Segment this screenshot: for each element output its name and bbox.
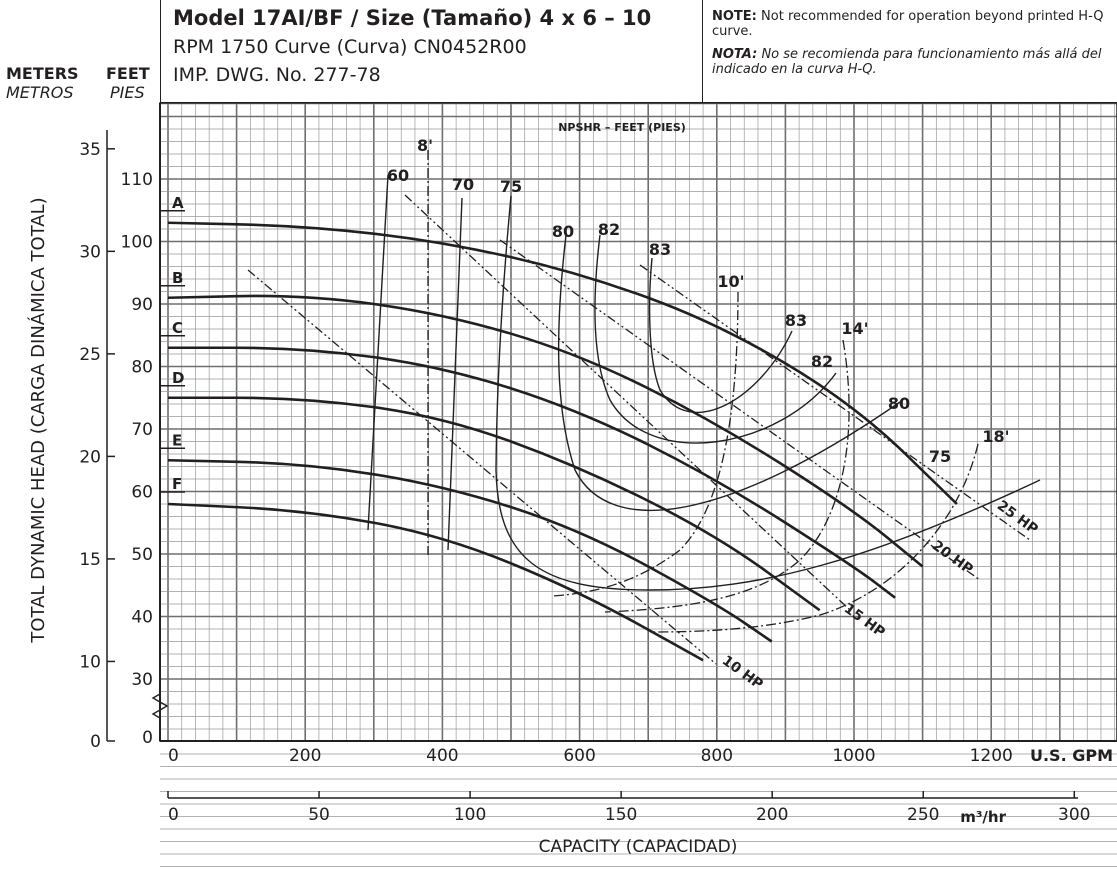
hp-line-10 xyxy=(247,269,717,665)
x-tick-label-gpm: 1000 xyxy=(832,746,875,766)
plot-border xyxy=(159,102,1117,742)
impeller-drawing-line: IMP. DWG. No. 277-78 xyxy=(173,64,381,86)
x-tick-label-gpm: 200 xyxy=(289,746,321,766)
y-tick-label-ft: 50 xyxy=(131,545,153,565)
y-tick-label-m: 30 xyxy=(79,242,101,262)
model-title: Model 17AI/BF / Size (Tamaño) 4 x 6 – 10 xyxy=(173,6,652,30)
x-tick-label-m3: 100 xyxy=(454,805,486,825)
y-tick-label-m: 10 xyxy=(79,652,101,672)
x-tick-label-m3: 0 xyxy=(168,805,179,825)
efficiency-label: 82 xyxy=(811,352,833,371)
y-tick-label-ft: 110 xyxy=(121,170,153,190)
npsh-curve-10 xyxy=(551,291,739,597)
note-es-label: NOTA: xyxy=(712,47,758,62)
curve-label-b: B xyxy=(172,269,183,287)
efficiency-label: 60 xyxy=(387,166,409,185)
x-tick-label-gpm: 600 xyxy=(563,746,595,766)
note-spanish: NOTA: No se recomienda para funcionamien… xyxy=(712,47,1107,77)
npsh-curve-14 xyxy=(604,339,850,613)
efficiency-curve-80 xyxy=(557,234,901,512)
y-tick-label-ft: 0 xyxy=(142,728,153,748)
x-tick-label-m3: 200 xyxy=(756,805,788,825)
efficiency-label: 82 xyxy=(598,220,620,239)
hp-line-20 xyxy=(499,239,981,581)
efficiency-label: 70 xyxy=(452,175,474,194)
y-tick-label-ft: 30 xyxy=(131,670,153,690)
hp-line-15 xyxy=(404,194,851,611)
y-tick-label-m: 0 xyxy=(90,732,101,752)
units-meters: METERS xyxy=(6,64,79,83)
note-english: NOTE: Not recommended for operation beyo… xyxy=(712,9,1107,39)
efficiency-curve-83 xyxy=(648,257,793,413)
efficiency-label: 83 xyxy=(785,311,807,330)
efficiency-curve-82 xyxy=(594,234,837,444)
head-curve-b xyxy=(167,294,924,568)
efficiency-label: 75 xyxy=(929,447,951,466)
head-curve-a xyxy=(167,221,958,505)
x-tick-label-m3: 250 xyxy=(907,805,939,825)
curve-label-d: D xyxy=(172,369,184,387)
head-curve-c xyxy=(168,346,896,599)
hp-label: 20 HP xyxy=(929,538,976,578)
npsh-label: 14' xyxy=(841,319,868,338)
x-tick-label-m3: 50 xyxy=(308,805,330,825)
efficiency-curve-60 xyxy=(367,174,389,531)
efficiency-curve-70 xyxy=(447,197,463,551)
head-curve-d xyxy=(168,396,821,612)
units-metros: METROS xyxy=(6,83,74,102)
x-tick-label-gpm: 0 xyxy=(168,746,179,766)
y-tick-label-ft: 80 xyxy=(131,358,153,378)
npsh-label: 10' xyxy=(717,272,744,291)
y-tick-label-ft: 90 xyxy=(131,295,153,315)
units-feet: FEET xyxy=(106,64,150,83)
y-tick-label-ft: 70 xyxy=(131,420,153,440)
axis-break-icon xyxy=(151,693,169,719)
x-tick-label-gpm: 800 xyxy=(701,746,733,766)
efficiency-label: 75 xyxy=(500,177,522,196)
curve-label-a: A xyxy=(172,194,184,212)
npsh-label: 8' xyxy=(417,136,433,155)
note-en-text: Not recommended for operation beyond pri… xyxy=(712,9,1104,39)
efficiency-label: 83 xyxy=(649,240,671,259)
x-tick-label-m3: 150 xyxy=(605,805,637,825)
hp-label: 15 HP xyxy=(841,601,888,641)
hp-line-25 xyxy=(639,264,1031,541)
y-tick-label-m: 20 xyxy=(79,447,101,467)
efficiency-curve-75 xyxy=(495,195,1041,591)
curve-label-c: C xyxy=(172,319,183,337)
units-pies: PIES xyxy=(110,83,145,102)
y-tick-label-ft: 100 xyxy=(121,233,153,253)
y-tick-label-m: 35 xyxy=(79,140,101,160)
npsh-title: NPSHR – FEET (PIES) xyxy=(558,121,686,134)
hp-label: 10 HP xyxy=(719,653,766,693)
npsh-label: 18' xyxy=(982,427,1009,446)
x-tick-label-m3: 300 xyxy=(1058,805,1090,825)
x-unit-m3: m³/hr xyxy=(960,808,1006,826)
note-en-label: NOTE: xyxy=(712,9,757,24)
head-curve-f xyxy=(167,502,704,662)
efficiency-label: 80 xyxy=(552,222,574,241)
x-axis-title: CAPACITY (CAPACIDAD) xyxy=(539,837,738,857)
note-es-text: No se recomienda para funcionamiento más… xyxy=(712,47,1102,77)
npsh-curve-18 xyxy=(649,443,979,633)
x-unit-gpm: U.S. GPM xyxy=(1030,746,1113,765)
y-axis-title: TOTAL DYNAMIC HEAD (CARGA DINÁMICA TOTAL… xyxy=(27,197,49,643)
curve-label-e: E xyxy=(172,431,182,449)
y-tick-label-ft: 40 xyxy=(131,608,153,628)
rpm-curve-line: RPM 1750 Curve (Curva) CN0452R00 xyxy=(173,36,527,58)
y-tick-label-m: 25 xyxy=(79,345,101,365)
y-tick-label-ft: 60 xyxy=(131,483,153,503)
x-tick-label-gpm: 400 xyxy=(426,746,458,766)
efficiency-label: 80 xyxy=(888,394,910,413)
x-tick-label-gpm: 1200 xyxy=(970,746,1013,766)
head-curve-e xyxy=(167,458,773,643)
curve-label-f: F xyxy=(172,475,182,493)
y-tick-label-m: 15 xyxy=(79,550,101,570)
